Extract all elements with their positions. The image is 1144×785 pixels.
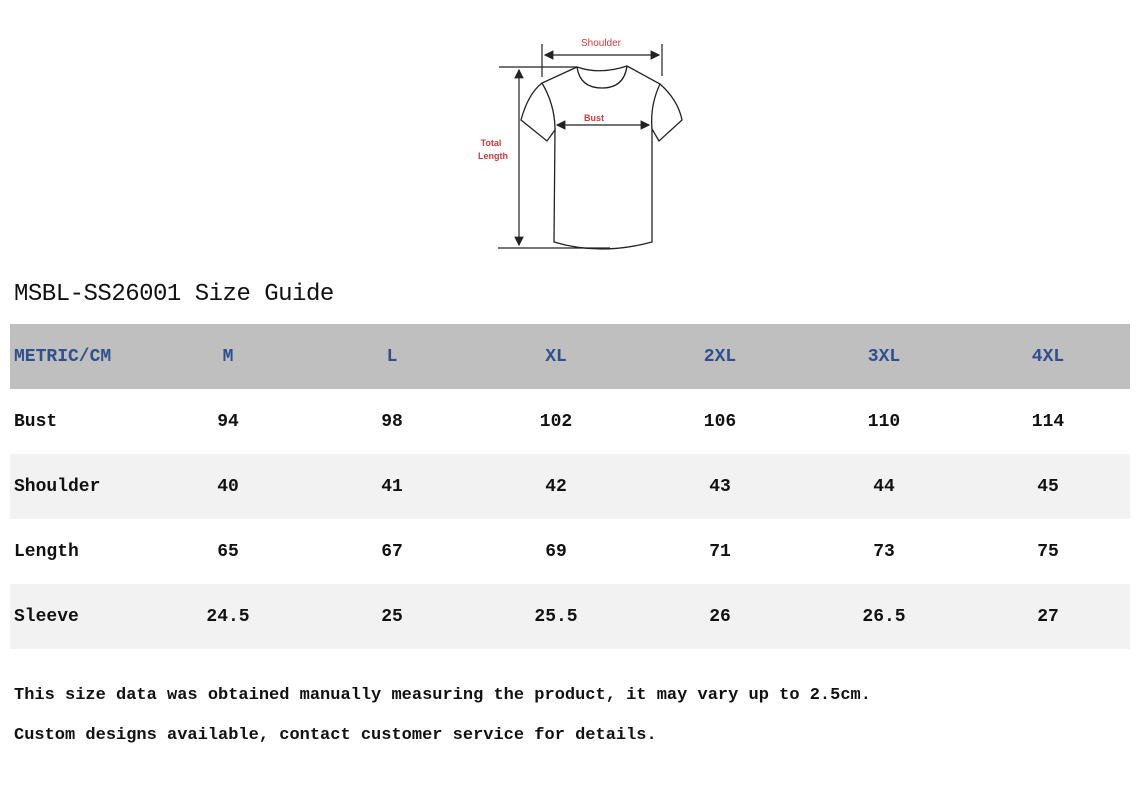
table-cell: 67 <box>381 541 403 562</box>
bust-label: Bust <box>584 113 604 123</box>
table-cell: 110 <box>867 411 901 432</box>
row-label: Length <box>14 541 79 562</box>
table-row: Bust 94 98 102 106 110 114 <box>10 389 1130 454</box>
row-label: Sleeve <box>10 584 146 649</box>
table-row: Length 65 67 69 71 73 75 <box>10 519 1130 584</box>
table-cell: 94 <box>217 411 239 432</box>
header-cell: 4XL <box>966 324 1130 389</box>
table-cell: 65 <box>217 541 239 562</box>
header-cell: XL <box>474 324 638 389</box>
table-header-row: METRIC/CM M L XL 2XL 3XL 4XL <box>10 324 1130 389</box>
custom-design-note: Custom designs available, contact custom… <box>14 726 657 745</box>
table-cell: 42 <box>474 454 638 519</box>
table-cell: 27 <box>966 584 1130 649</box>
table-cell: 44 <box>802 454 966 519</box>
row-label: Bust <box>14 411 58 432</box>
table-cell: 75 <box>1037 541 1059 562</box>
header-cell: L <box>310 324 474 389</box>
table-cell: 25.5 <box>474 584 638 649</box>
tshirt-measurement-diagram: Shoulder Bust Total Length <box>478 38 683 250</box>
size-table: METRIC/CM M L XL 2XL 3XL 4XL Bust 94 98 … <box>10 324 1130 649</box>
table-cell: 98 <box>381 411 403 432</box>
table-row: Sleeve 24.5 25 25.5 26 26.5 27 <box>10 584 1130 649</box>
header-cell: 3XL <box>802 324 966 389</box>
header-cell: METRIC/CM <box>10 324 146 389</box>
table-cell: 43 <box>638 454 802 519</box>
table-cell: 73 <box>873 541 895 562</box>
table-cell: 71 <box>709 541 731 562</box>
row-label: Shoulder <box>10 454 146 519</box>
table-cell: 102 <box>539 411 573 432</box>
table-cell: 40 <box>146 454 310 519</box>
tshirt-outline <box>520 65 683 250</box>
header-cell: 2XL <box>638 324 802 389</box>
measurement-note: This size data was obtained manually mea… <box>14 686 871 705</box>
page-title: MSBL-SS26001 Size Guide <box>14 281 334 308</box>
table-cell: 114 <box>1031 411 1065 432</box>
table-cell: 26 <box>638 584 802 649</box>
table-cell: 69 <box>545 541 567 562</box>
length-label-2: Length <box>478 151 508 161</box>
table-cell: 26.5 <box>802 584 966 649</box>
table-cell: 25 <box>310 584 474 649</box>
table-cell: 24.5 <box>146 584 310 649</box>
table-cell: 45 <box>966 454 1130 519</box>
table-cell: 41 <box>310 454 474 519</box>
shoulder-label: Shoulder <box>581 38 622 49</box>
table-row: Shoulder 40 41 42 43 44 45 <box>10 454 1130 519</box>
table-cell: 106 <box>703 411 737 432</box>
length-label-1: Total <box>481 138 502 148</box>
header-cell: M <box>146 324 310 389</box>
